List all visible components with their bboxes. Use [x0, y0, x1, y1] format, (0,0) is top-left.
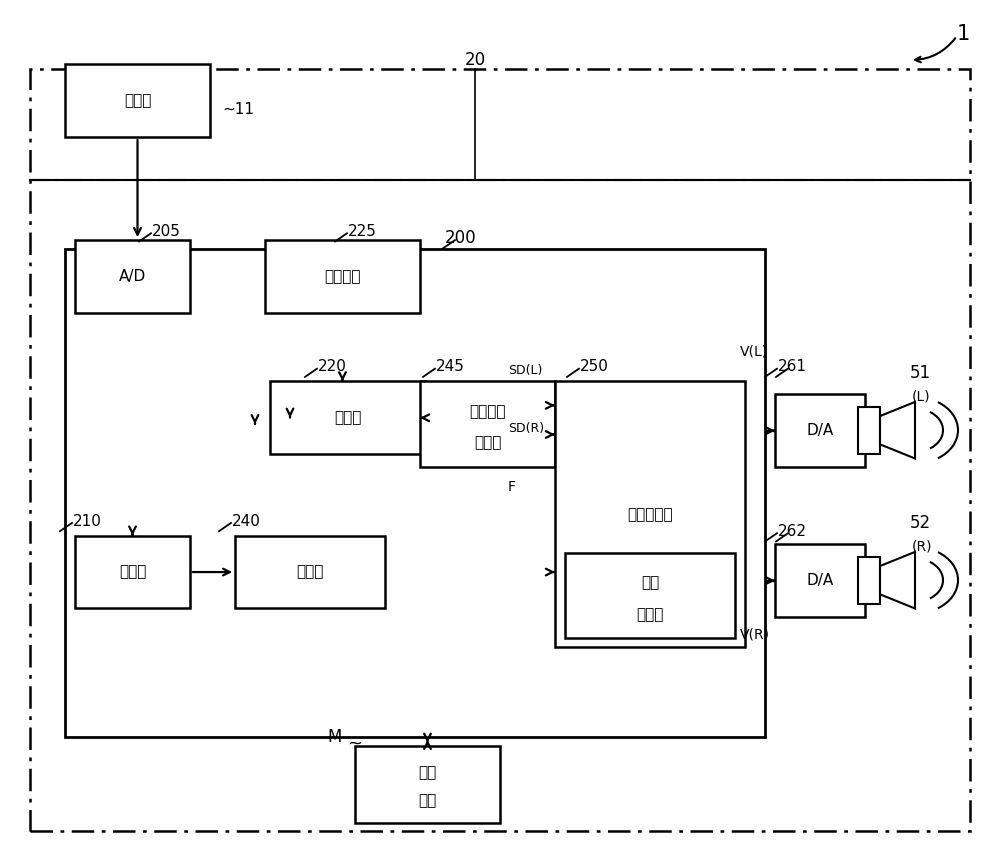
Text: 传感器: 传感器 [124, 93, 151, 108]
Text: 250: 250 [580, 359, 609, 375]
FancyBboxPatch shape [858, 557, 880, 604]
Text: ~11: ~11 [222, 102, 254, 117]
Text: V(L): V(L) [740, 345, 768, 358]
Text: 1: 1 [956, 24, 970, 45]
FancyBboxPatch shape [75, 240, 190, 313]
Text: 51: 51 [910, 363, 931, 382]
FancyBboxPatch shape [775, 544, 865, 617]
FancyBboxPatch shape [270, 381, 425, 454]
FancyBboxPatch shape [858, 407, 880, 454]
Text: 输入装置: 输入装置 [324, 269, 361, 284]
Text: SD(L): SD(L) [508, 363, 542, 377]
Text: 时变: 时变 [641, 575, 659, 590]
FancyBboxPatch shape [75, 536, 190, 608]
Text: 效果施加器: 效果施加器 [627, 506, 673, 522]
Text: 产生器: 产生器 [474, 435, 501, 451]
FancyBboxPatch shape [235, 536, 385, 608]
FancyBboxPatch shape [265, 240, 420, 313]
Text: V(R): V(R) [740, 627, 770, 641]
Text: SD(R): SD(R) [508, 422, 544, 435]
Text: 20: 20 [464, 51, 486, 69]
Text: 处理器: 处理器 [296, 565, 324, 579]
Text: 单元: 单元 [418, 794, 437, 809]
Text: (L): (L) [912, 390, 931, 404]
FancyBboxPatch shape [65, 249, 765, 737]
FancyBboxPatch shape [65, 64, 210, 137]
Text: 225: 225 [348, 224, 377, 239]
Polygon shape [880, 402, 915, 458]
Text: (R): (R) [912, 540, 932, 554]
Polygon shape [880, 552, 915, 608]
Text: A/D: A/D [119, 269, 146, 284]
Text: 261: 261 [778, 359, 807, 375]
Text: D/A: D/A [806, 573, 834, 588]
FancyBboxPatch shape [555, 381, 745, 647]
Text: ~: ~ [347, 734, 362, 753]
Text: M: M [328, 728, 342, 746]
Text: 220: 220 [318, 359, 347, 375]
Text: 音频信号: 音频信号 [469, 404, 506, 419]
Text: D/A: D/A [806, 423, 834, 438]
FancyBboxPatch shape [355, 746, 500, 823]
Text: 262: 262 [778, 524, 807, 539]
FancyBboxPatch shape [420, 381, 555, 467]
Text: 205: 205 [152, 224, 181, 239]
Text: 52: 52 [910, 513, 931, 532]
Text: 210: 210 [73, 513, 102, 529]
Text: 获取器: 获取器 [119, 565, 146, 579]
Text: F: F [508, 480, 516, 494]
Text: 240: 240 [232, 513, 261, 529]
Text: 200: 200 [445, 229, 477, 248]
Text: 存储: 存储 [418, 765, 437, 780]
FancyBboxPatch shape [775, 394, 865, 467]
Text: 设置器: 设置器 [334, 411, 361, 425]
Text: 滤波器: 滤波器 [636, 607, 664, 622]
FancyBboxPatch shape [565, 553, 735, 638]
Text: 245: 245 [436, 359, 465, 375]
